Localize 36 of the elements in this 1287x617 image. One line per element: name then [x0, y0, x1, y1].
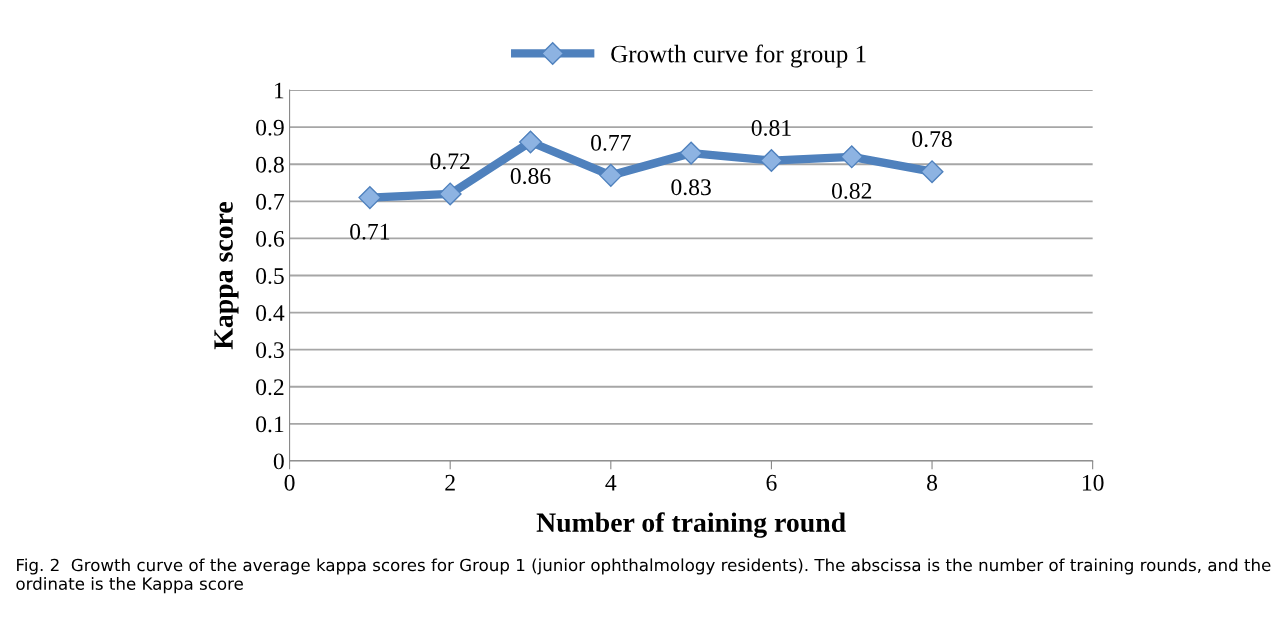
y-axis-title: Kappa score: [214, 202, 239, 350]
y-tick-label: 0.5: [256, 267, 284, 285]
data-label: 0.77: [591, 134, 631, 151]
data-label: 0.78: [912, 131, 952, 148]
point: [438, 182, 462, 206]
y-tick-label: 0.7: [256, 193, 285, 210]
x-tick-label: 2: [445, 474, 455, 491]
point: [599, 163, 623, 187]
y-tick-label: 0: [273, 453, 284, 470]
point: [840, 145, 864, 169]
y-tick-label: 0.8: [256, 156, 284, 173]
y-tick-label: 0.4: [256, 305, 285, 322]
x-axis-title: Number of training round: [536, 512, 846, 538]
caption: Fig. 2 Growth curve of the average kappa scores for Group 1 (junior ophthalmology residents). The abscissa is the number of training rounds, and the ordinate is the Kappa score: [16, 558, 1271, 594]
y-tick-label: 0.2: [256, 379, 284, 396]
data-label: 0.81: [751, 119, 791, 136]
y-tick-label: 0.3: [256, 342, 284, 359]
data-label: 0.71: [350, 223, 390, 240]
legend-label: Growth curve for group 1: [611, 44, 866, 68]
x-tick-label: 8: [927, 474, 938, 491]
y-tick-label: 0.9: [256, 119, 284, 136]
data-label: 0.82: [831, 182, 872, 199]
data-label: 0.72: [430, 153, 470, 170]
point: [679, 141, 703, 165]
point: [920, 160, 944, 184]
data-label: 0.83: [671, 179, 711, 196]
x-tick-label: 6: [766, 474, 777, 491]
data-label: 0.86: [510, 168, 551, 185]
y-tick-label: 0.6: [256, 230, 285, 247]
point: [358, 186, 382, 210]
x-tick-label: 4: [605, 474, 617, 491]
y-tick-label: 0.1: [256, 416, 284, 433]
point: [759, 149, 783, 173]
x-tick-label: 10: [1082, 474, 1104, 491]
point: [519, 130, 542, 154]
y-tick-label: 1: [274, 82, 284, 99]
